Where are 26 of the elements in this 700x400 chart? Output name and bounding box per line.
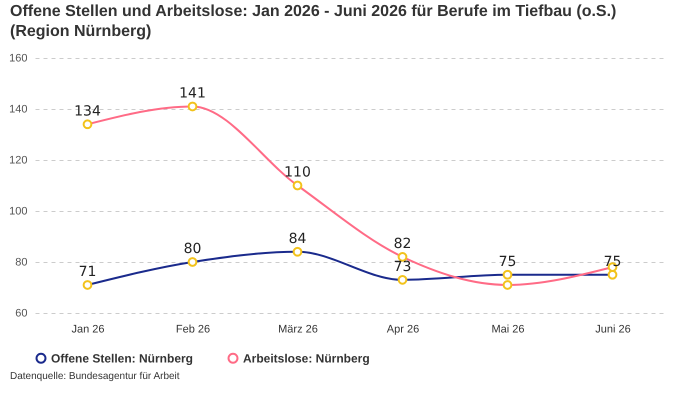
y-tick-label: 160 (9, 52, 28, 64)
data-label: 80 (184, 241, 202, 257)
data-label: 75 (604, 254, 622, 270)
text: Datenquelle: Bundesagentur für Arbeit (9, 371, 181, 382)
legend-label: Offene Stellen: Nürnberg (51, 351, 194, 366)
chart-title: Offene Stellen und Arbeitslose: Jan 2026 - Juni 2026 für Berufe im Tiefbau (o.S.) (Region Nürnberg) (9, 2, 618, 42)
data-label: 71 (78, 264, 96, 280)
data-label: 82 (394, 236, 412, 252)
y-tick-label: 140 (9, 104, 28, 116)
y-tick-label: 60 (15, 308, 28, 320)
data-label: 141 (179, 85, 206, 102)
x-tick-label: Jan 26 (71, 324, 105, 336)
y-tick-label: 100 (9, 206, 28, 218)
x-tick-label: März 26 (278, 324, 318, 336)
y-tick-label: 120 (9, 154, 28, 166)
x-tick-label: Mai 26 (491, 324, 525, 336)
y-tick-label: 80 (15, 256, 28, 268)
data-label: 84 (288, 230, 306, 247)
x-tick-label: Apr 26 (386, 324, 420, 336)
data-label: 73 (394, 258, 412, 275)
data-label: 75 (498, 254, 516, 270)
data-label: 110 (284, 164, 311, 180)
x-tick-label: Feb 26 (176, 324, 210, 336)
legend-label: Arbeitslose: Nürnberg (243, 351, 370, 366)
x-tick-label: Juni 26 (595, 324, 631, 336)
data-label: 134 (74, 103, 101, 120)
